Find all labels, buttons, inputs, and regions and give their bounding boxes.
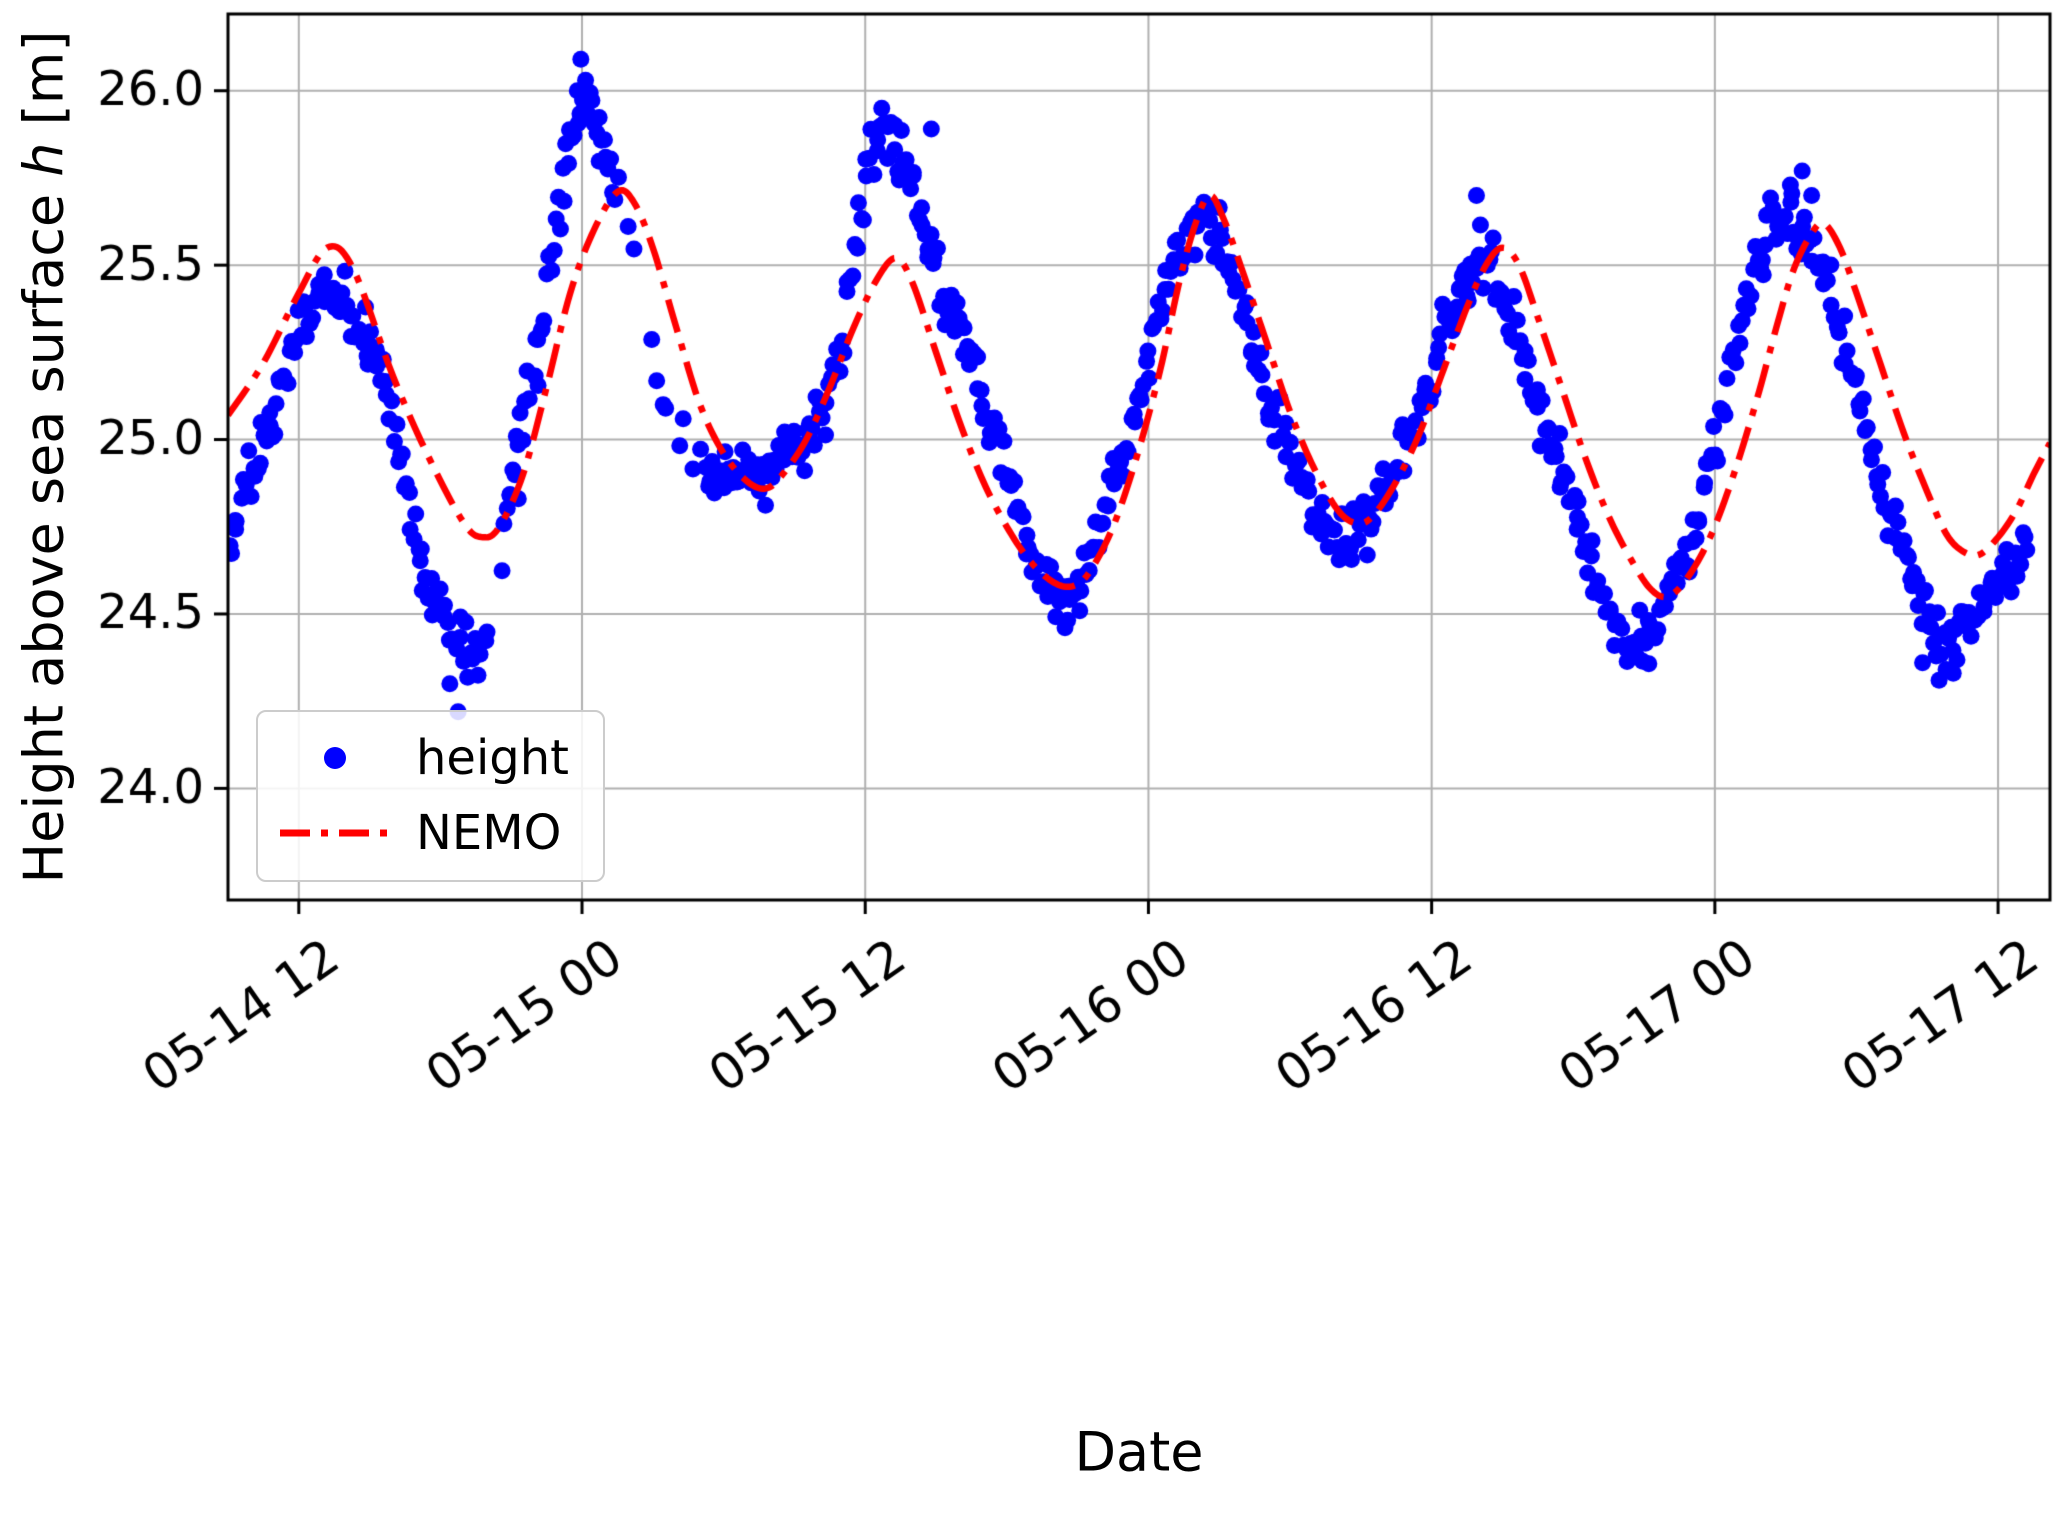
legend-entry-height: height — [280, 732, 569, 785]
legend-entry-nemo: NEMO — [280, 804, 569, 861]
y-axis-label-prefix: Height above sea surface — [12, 176, 76, 884]
legend-label-height: height — [416, 730, 569, 786]
dashdot-line-icon — [280, 829, 390, 837]
y-axis-label-variable: h — [12, 142, 76, 177]
x-axis-label: Date — [1074, 1420, 1204, 1484]
y-axis-label-suffix: [m] — [12, 30, 76, 143]
legend-swatch-nemo — [280, 826, 390, 840]
scatter-marker-icon — [324, 747, 346, 770]
y-axis-label: Height above sea surface h [m] — [13, 31, 76, 884]
legend-swatch-height — [280, 747, 390, 770]
legend: height NEMO — [256, 710, 605, 882]
legend-label-nemo: NEMO — [416, 804, 562, 861]
